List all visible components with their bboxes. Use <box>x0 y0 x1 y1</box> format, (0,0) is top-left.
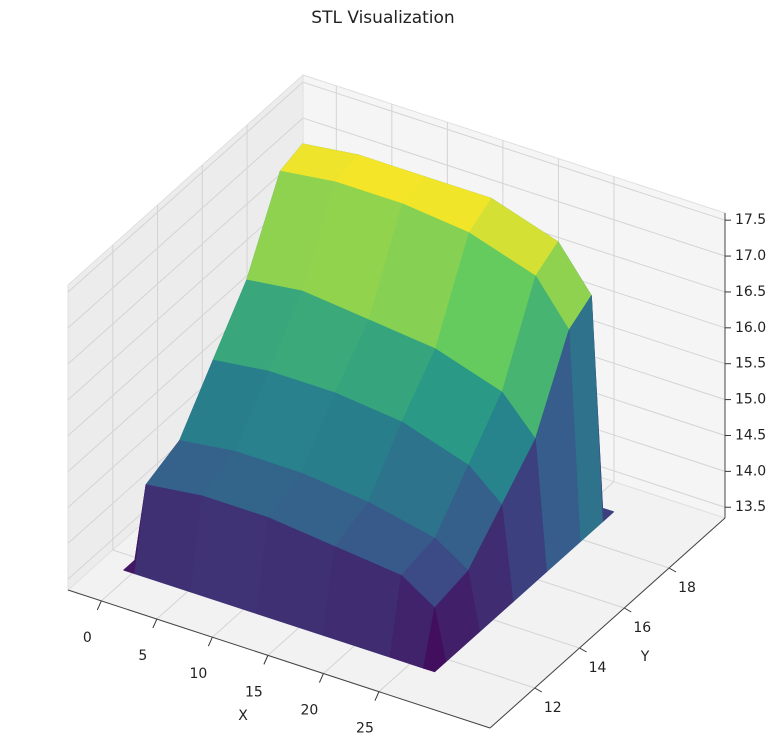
surface-face <box>189 495 269 615</box>
grid-line <box>67 117 304 329</box>
y-tick <box>624 607 632 613</box>
z-tick-label: 13.5 <box>735 499 766 515</box>
chart-title: STL Visualization <box>311 8 454 28</box>
x-tick-label: 20 <box>301 703 319 719</box>
surface-face <box>423 607 447 673</box>
y-tick <box>668 567 677 573</box>
y-tick <box>579 647 587 653</box>
x-tick-label: 25 <box>356 721 374 737</box>
y-tick <box>534 687 543 693</box>
surface-face <box>134 484 202 593</box>
x-axis-line <box>67 589 491 729</box>
grid-line <box>67 81 304 293</box>
z-tick-label: 16.5 <box>735 284 766 300</box>
x-tick <box>263 655 269 665</box>
x-tick <box>152 618 158 629</box>
grid-line <box>302 117 726 257</box>
x-tick-label: 0 <box>83 630 92 646</box>
y-axis-label: Y <box>640 649 650 665</box>
x-tick <box>374 691 380 701</box>
y-tick-label: 12 <box>544 700 562 716</box>
x-tick <box>96 600 102 611</box>
x-tick <box>207 637 213 647</box>
z-tick-label: 14.5 <box>735 427 766 443</box>
z-tick-label: 15.5 <box>735 356 766 372</box>
y-tick-label: 14 <box>589 660 607 676</box>
z-tick-label: 17.0 <box>735 248 766 264</box>
surface <box>123 143 615 673</box>
y-axis-line <box>489 517 726 729</box>
x-tick-label: 5 <box>138 648 147 664</box>
grid-line <box>67 153 304 365</box>
z-tick-label: 16.0 <box>735 320 766 336</box>
x-tick-label: 15 <box>245 684 263 700</box>
z-tick-label: 14.0 <box>735 463 766 479</box>
z-tick-label: 17.5 <box>735 212 766 228</box>
y-tick-label: 18 <box>678 580 696 596</box>
x-tick <box>318 673 324 683</box>
x-tick-label: 10 <box>189 666 207 682</box>
grid-line <box>302 81 726 221</box>
y-tick-label: 16 <box>633 620 651 636</box>
x-axis-label: X <box>238 708 248 724</box>
axes: 0 5 10 15 20 25 12 14 16 18 13.5 14.0 14.5 15.0 15.5 16… <box>67 212 766 737</box>
z-tick-label: 15.0 <box>735 392 766 408</box>
